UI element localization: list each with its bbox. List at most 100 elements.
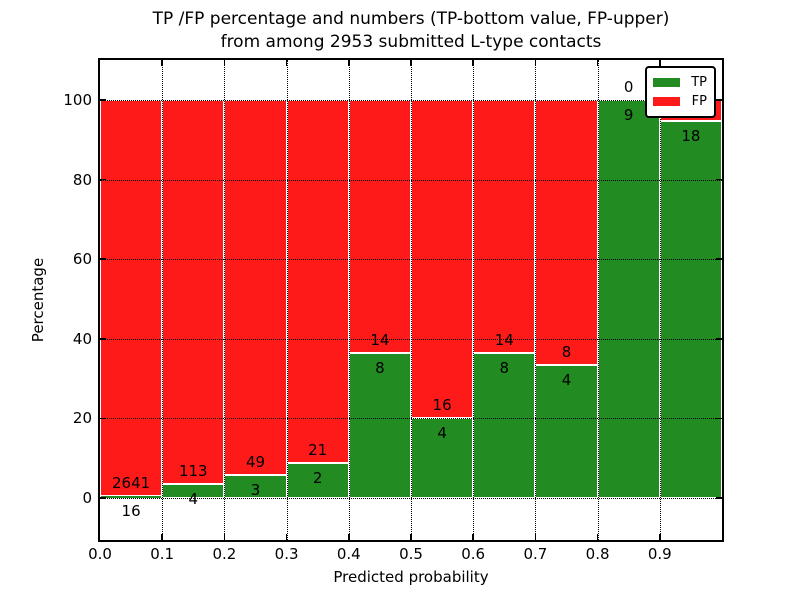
gridline-vertical [162, 60, 164, 540]
tp-count-label: 18 [681, 127, 701, 146]
fp-bar-segment [224, 100, 287, 475]
fp-count-label: 8 [561, 343, 572, 362]
x-axis-tick-label: 0.5 [399, 545, 423, 563]
tp-count-label: 2 [312, 469, 323, 488]
x-axis-tick-label: 0.0 [88, 545, 112, 563]
x-tick-mark [161, 534, 163, 540]
x-tick-mark [410, 60, 412, 66]
y-tick-mark [716, 178, 722, 181]
tp-count-label: 4 [188, 490, 199, 509]
x-tick-mark [534, 534, 537, 540]
fp-bar-segment [286, 100, 349, 464]
fp-count-label: 49 [245, 452, 266, 471]
legend-fp-swatch-icon [653, 97, 680, 106]
y-axis-tick-label: 60 [72, 250, 92, 269]
y-tick-mark [716, 99, 722, 101]
x-axis-tick-label: 0.4 [336, 545, 361, 563]
y-axis-title-text: Percentage [29, 257, 47, 343]
y-tick-mark [716, 338, 722, 340]
tp-count-label: 8 [499, 359, 510, 378]
x-tick-mark [472, 534, 474, 540]
fp-bar-segment [348, 100, 411, 354]
y-tick-mark [716, 417, 722, 420]
fp-count-label: 16 [432, 396, 452, 415]
fp-bar-segment [535, 100, 598, 366]
fp-count-label: 2641 [112, 473, 151, 492]
x-tick-mark [223, 60, 226, 66]
x-tick-mark [472, 60, 474, 66]
x-tick-mark [285, 60, 288, 66]
fp-count-label: 21 [308, 441, 328, 460]
x-tick-mark [223, 534, 226, 540]
x-tick-mark [348, 60, 350, 66]
y-tick-mark [716, 258, 722, 260]
x-axis-title: Predicted probability [333, 568, 489, 586]
legend-tp-swatch-icon [653, 78, 680, 87]
x-tick-mark [534, 60, 537, 66]
y-tick-mark [100, 417, 106, 420]
tp-count-label: 8 [375, 359, 385, 378]
gridline-vertical [535, 60, 537, 540]
tp-count-label: 9 [623, 106, 634, 124]
x-axis-tick-label: 0.7 [523, 545, 548, 563]
x-tick-mark [659, 60, 661, 66]
legend-label: FP [691, 93, 707, 109]
fp-count-label: 0 [623, 78, 634, 96]
gridline-vertical [659, 60, 661, 540]
tp-bar-segment [100, 495, 163, 498]
x-tick-mark [410, 534, 412, 540]
chart-title: TP /FP percentage and numbers (TP-bottom… [100, 8, 722, 54]
tp-bar-segment [659, 121, 722, 498]
y-axis-tick-label: 0 [82, 489, 92, 507]
fp-bar-segment [162, 100, 225, 485]
legend-item: FP [653, 92, 707, 111]
gridline-vertical [411, 60, 412, 540]
tp-count-label: 16 [121, 501, 141, 520]
x-axis-tick-label: 0.6 [461, 545, 486, 563]
gridline-vertical [348, 60, 350, 540]
tp-bar-segment [597, 100, 660, 498]
chart-title-line2: from among 2953 submitted L-type contact… [220, 32, 602, 52]
x-axis-tick-label: 0.8 [585, 545, 610, 563]
legend-label: TP [691, 74, 707, 90]
fp-count-label: 14 [494, 331, 514, 350]
x-tick-mark [161, 60, 163, 66]
legend: TP FP [645, 66, 716, 118]
gridline-vertical [286, 60, 288, 540]
y-axis-tick-label: 40 [72, 329, 92, 348]
tp-bar-segment [286, 463, 349, 498]
chart-title-line1: TP /FP percentage and numbers (TP-bottom… [152, 9, 670, 29]
gridline-vertical [473, 60, 475, 540]
y-tick-mark [100, 338, 106, 340]
y-tick-mark [100, 99, 106, 101]
x-axis-tick-label: 0.2 [212, 545, 237, 563]
tp-count-label: 4 [437, 424, 447, 443]
x-tick-mark [596, 534, 599, 540]
y-tick-mark [716, 497, 722, 499]
y-tick-mark [100, 258, 106, 260]
tp-count-label: 3 [250, 480, 261, 499]
x-tick-mark [659, 534, 661, 540]
x-tick-mark [348, 534, 350, 540]
gridline-vertical [224, 60, 226, 540]
tp-count-label: 4 [561, 371, 572, 390]
fp-bar-segment [473, 100, 536, 354]
x-tick-mark [285, 534, 288, 540]
fp-count-label: 113 [178, 462, 208, 481]
legend-item: TP [653, 73, 707, 92]
gridline-vertical [597, 60, 599, 540]
plot-area: 2641 16 113 4 49 3 21 2 14 8 16 4 14 8 8 4 0 9 18 [98, 58, 724, 542]
y-axis-tick-label: 100 [63, 91, 92, 109]
y-tick-mark [100, 178, 106, 181]
y-tick-mark [100, 497, 106, 499]
fp-bar-segment [100, 100, 163, 496]
fp-count-label: 14 [370, 331, 390, 350]
y-axis-tick-label: 80 [72, 170, 92, 189]
x-tick-mark [596, 60, 599, 66]
x-axis-tick-label: 0.3 [274, 545, 299, 563]
x-axis-tick-label: 0.1 [150, 545, 175, 563]
tp-bar-segment [348, 353, 411, 498]
y-axis-tick-label: 20 [72, 409, 92, 428]
tp-bar-segment [473, 353, 536, 498]
